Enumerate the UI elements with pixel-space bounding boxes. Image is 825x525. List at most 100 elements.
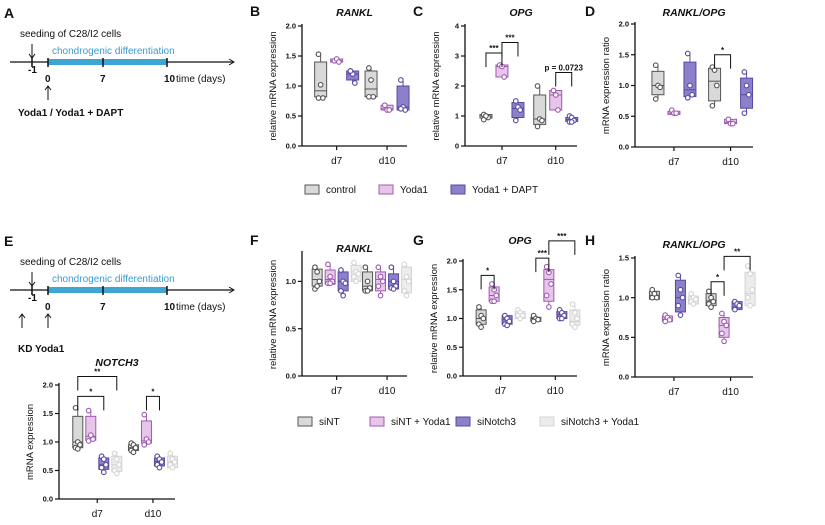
chart-d: D RANKL/OPG mRNA expression ratio 0.0 0.5 1.0…: [585, 3, 754, 168]
data-point: [745, 263, 751, 269]
data-point: [382, 102, 388, 109]
data-point: [749, 286, 756, 293]
data-point: [534, 83, 541, 89]
box-siNotch3_yoda1-d7: [350, 259, 362, 285]
y-tick-label: 2.0: [286, 22, 296, 31]
data-point: [141, 442, 148, 448]
data-point: [741, 110, 748, 117]
box-siNotch3_yoda1-d7: [687, 290, 699, 307]
y-tick-label: 1.5: [43, 409, 53, 418]
data-point: [169, 464, 176, 471]
box: [364, 70, 378, 98]
panel-letter: D: [585, 3, 595, 19]
data-point: [100, 469, 107, 476]
legend-label: siNotch3: [477, 417, 516, 428]
y-tick-label: 1.0: [286, 82, 296, 91]
box-siNT_yoda1-d10: [140, 411, 152, 448]
x-tick-label: d7: [668, 387, 680, 398]
y-tick-label: 0.0: [619, 143, 629, 152]
box: [683, 61, 697, 98]
y-tick-label: 0.5: [286, 324, 296, 333]
data-point: [327, 280, 334, 287]
box-siNT_yoda1-d10: [375, 264, 387, 299]
x-tick-label: d10: [547, 156, 564, 167]
data-point: [543, 263, 550, 270]
chart-f: F RANKL relative mRNA expression 0.0 0.5 1.0 d…: [250, 232, 413, 397]
x-tick-label: d7: [331, 156, 343, 167]
data-point: [677, 286, 684, 293]
legend-swatch-siNT_yoda1: [369, 416, 385, 427]
x-tick-label: d10: [547, 386, 564, 397]
data-point: [574, 315, 580, 322]
data-point: [351, 259, 357, 266]
x-tick-label: d10: [722, 387, 739, 398]
significance-bracket: [501, 42, 519, 57]
data-point: [353, 278, 360, 285]
data-point: [403, 292, 410, 299]
box-siNotch3-d7: [501, 312, 513, 329]
legend-swatch-yoda1_dapt: [450, 184, 466, 195]
data-point: [745, 91, 752, 98]
data-point: [501, 74, 508, 80]
y-axis-label: mRNA expression: [25, 404, 36, 480]
box-control-d10: [708, 64, 722, 109]
y-tick-label: 2.0: [43, 381, 53, 390]
box-yoda1_dapt-d10: [565, 113, 579, 125]
legend-swatch-control: [304, 184, 320, 195]
charts: B RANKL relative mRNA expression 0.0 0.5 1.0 1…: [25, 3, 756, 520]
timeline-arrow-icon: [228, 58, 235, 66]
data-point: [386, 107, 393, 113]
legend-label: siNT + Yoda1: [391, 417, 451, 428]
data-point: [405, 278, 412, 285]
data-point: [747, 302, 753, 309]
significance-label: ***: [505, 34, 515, 43]
significance-bracket: [145, 395, 160, 411]
significance-label: ***: [538, 249, 548, 258]
data-point: [517, 107, 524, 113]
y-tick-label: 0.5: [447, 343, 457, 352]
data-point: [729, 120, 736, 127]
data-point: [130, 449, 137, 456]
box-siNT-d7: [648, 286, 660, 301]
box-siNT_yoda1-d7: [85, 407, 97, 444]
data-point: [316, 278, 323, 285]
box: [533, 94, 547, 125]
box-yoda1_dapt-d10: [740, 69, 754, 117]
data-point: [512, 98, 519, 104]
tick-label: 7: [100, 74, 106, 85]
y-tick-label: 1.0: [286, 277, 296, 286]
data-point: [539, 117, 545, 124]
data-point: [732, 306, 738, 313]
tick-label: -1: [28, 293, 37, 304]
box-siNT_yoda1-d10: [543, 263, 555, 310]
data-point: [692, 296, 699, 303]
data-point: [364, 278, 371, 285]
significance-bracket: [710, 281, 725, 296]
data-point: [315, 51, 322, 58]
significance-bracket: [723, 255, 751, 271]
data-point: [548, 281, 554, 287]
data-point: [342, 280, 349, 287]
box-siNT_yoda1-d7: [661, 312, 673, 325]
data-point: [571, 309, 578, 316]
data-point: [338, 267, 344, 273]
data-point: [113, 470, 120, 477]
significance-bracket: [535, 257, 550, 273]
box-control-d10: [533, 83, 547, 130]
box-siNotch3_yoda1-d7: [514, 307, 526, 322]
y-tick-label: 0.0: [286, 142, 296, 151]
data-point: [401, 287, 408, 294]
data-point: [338, 287, 344, 294]
data-point: [689, 91, 695, 98]
box-yoda1-d10: [724, 116, 738, 127]
panel-letter: B: [250, 3, 260, 19]
y-axis-label: relative mRNA expression: [431, 31, 442, 140]
panel-letter: H: [585, 232, 595, 248]
data-point: [85, 438, 92, 444]
box-siNT-d10: [362, 264, 374, 294]
data-point: [167, 450, 174, 457]
legend-swatch-siNT: [297, 416, 313, 427]
box-control-d7: [479, 111, 493, 123]
legend-label: Yoda1: [400, 185, 428, 196]
